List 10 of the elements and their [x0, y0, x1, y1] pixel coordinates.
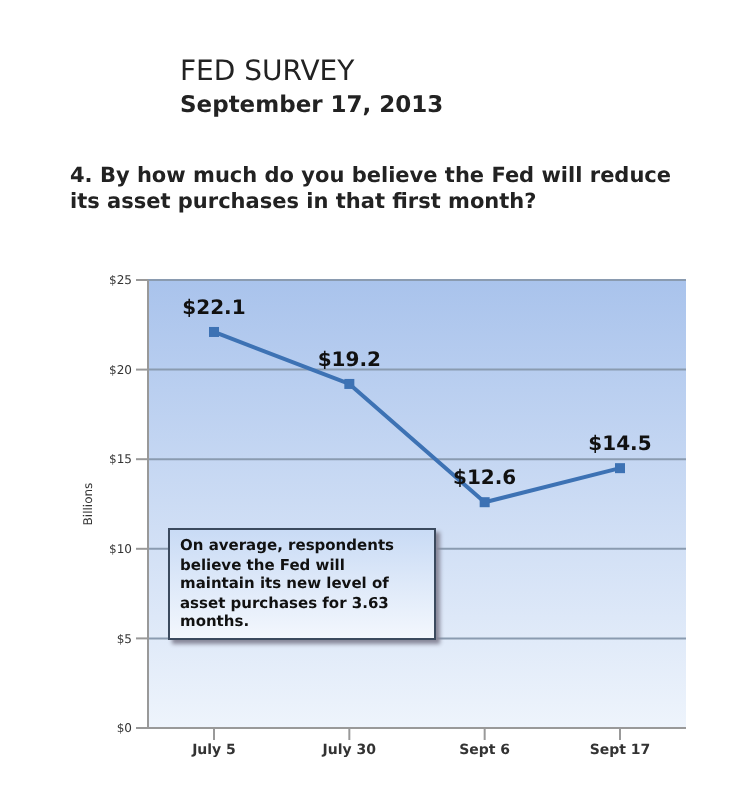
- data-label: $19.2: [317, 349, 382, 372]
- point: [209, 326, 219, 337]
- chart-subtitle: September 17, 2013: [180, 90, 444, 118]
- data-label: $14.5: [588, 434, 652, 457]
- chart-title: FED SURVEY: [180, 56, 355, 88]
- point: [479, 497, 490, 508]
- text: 4. By how much do you believe the Fed will reduce its asset purchases in that first month?: [70, 164, 674, 216]
- point: [344, 378, 355, 389]
- point: [615, 463, 625, 474]
- data-label: $22.1: [182, 297, 246, 320]
